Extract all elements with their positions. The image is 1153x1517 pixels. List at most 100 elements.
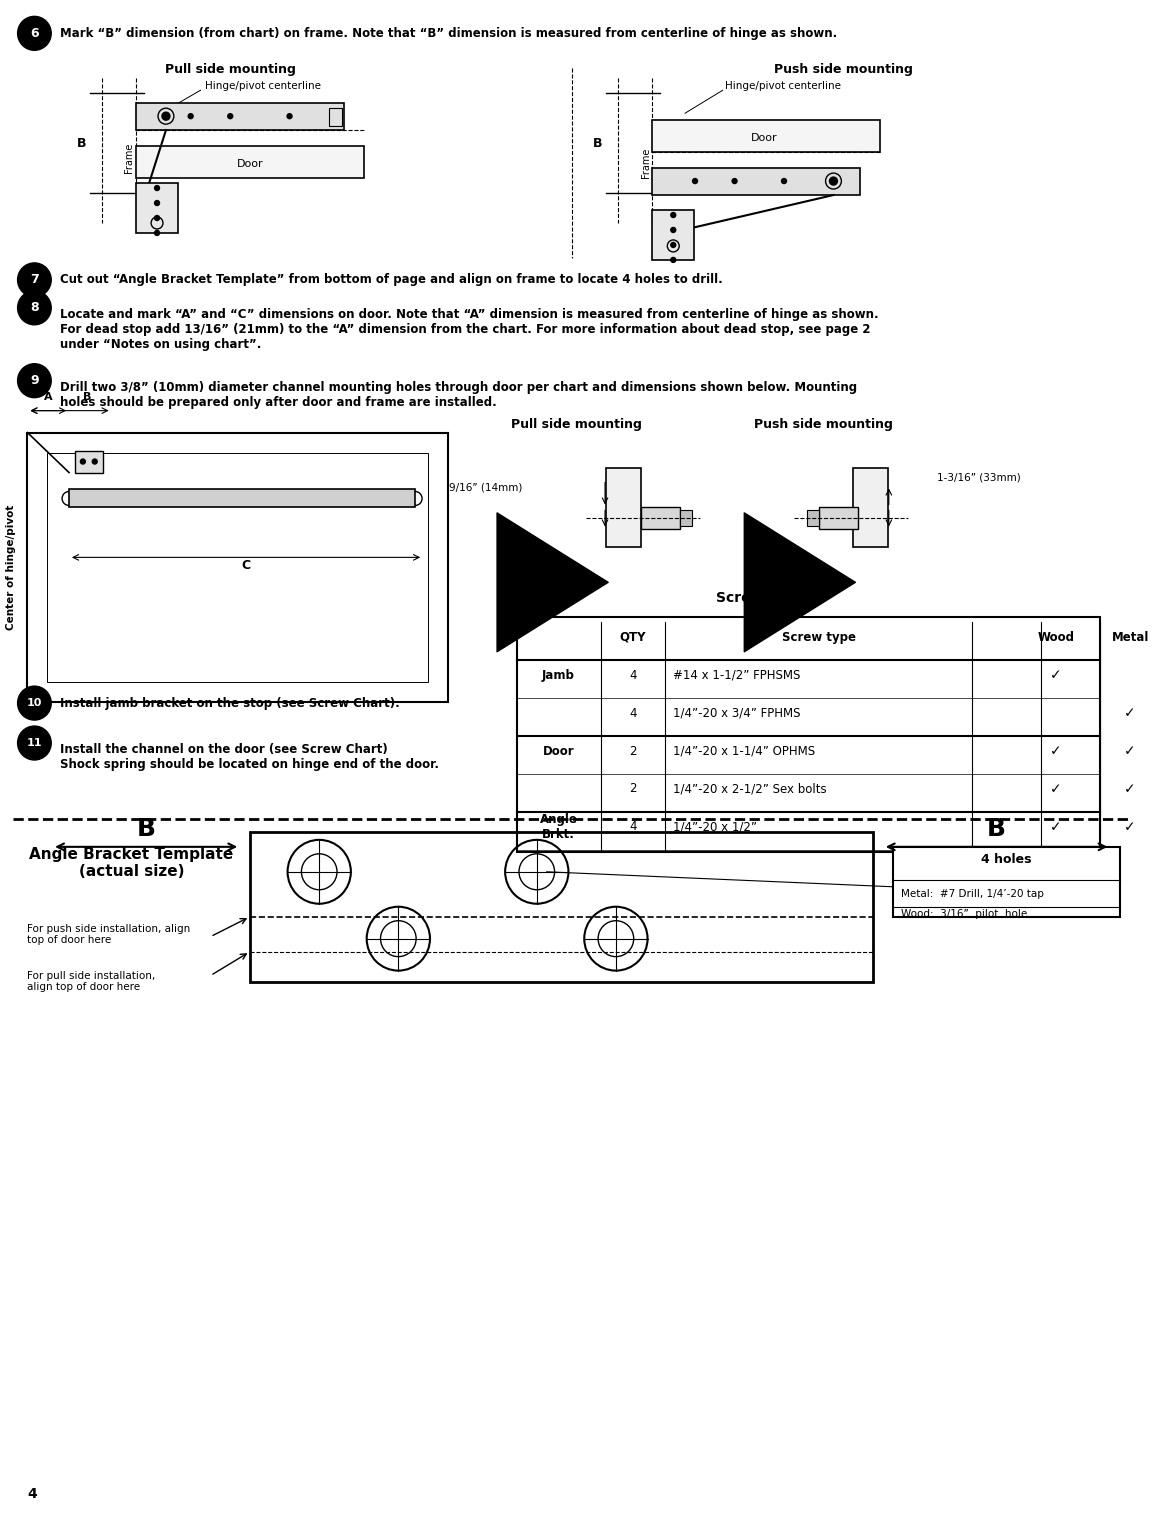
Text: B: B	[137, 816, 156, 840]
Text: Hinge/pivot centerline: Hinge/pivot centerline	[205, 82, 322, 91]
Text: Door: Door	[236, 159, 263, 168]
Circle shape	[671, 258, 676, 262]
Text: Install the channel on the door (see Screw Chart)
Shock spring should be located: Install the channel on the door (see Scr…	[60, 743, 439, 771]
Text: 7: 7	[30, 273, 39, 287]
Text: ✓: ✓	[1124, 705, 1136, 721]
Text: Door
opens: Door opens	[782, 566, 816, 589]
Circle shape	[155, 231, 159, 235]
Text: Wood: Wood	[1038, 631, 1075, 643]
Circle shape	[155, 215, 159, 220]
Circle shape	[81, 460, 85, 464]
Circle shape	[17, 364, 51, 397]
Bar	[653, 209, 694, 259]
Text: Wood:  3/16”  pilot  hole: Wood: 3/16” pilot hole	[900, 909, 1027, 919]
Text: 6: 6	[30, 27, 39, 39]
Bar	[653, 120, 880, 152]
Text: 8: 8	[30, 302, 39, 314]
Bar	[853, 467, 888, 548]
Text: 9/16” (14mm): 9/16” (14mm)	[449, 482, 522, 493]
Text: 9: 9	[30, 375, 39, 387]
Bar	[69, 490, 415, 508]
Text: 4: 4	[628, 707, 636, 719]
Text: Jamb: Jamb	[542, 669, 575, 681]
Text: B: B	[77, 137, 86, 150]
Text: Install jamb bracket on the stop (see Screw Chart).: Install jamb bracket on the stop (see Sc…	[60, 696, 400, 710]
Text: Metal: Metal	[1111, 631, 1148, 643]
Text: ✓: ✓	[1124, 781, 1136, 796]
Text: Drill two 3/8” (10mm) diameter channel mounting holes through door per chart and: Drill two 3/8” (10mm) diameter channel m…	[60, 381, 857, 408]
Text: Frame: Frame	[125, 143, 135, 173]
Bar	[136, 184, 178, 234]
Text: B: B	[987, 816, 1007, 840]
Text: 10: 10	[27, 698, 43, 708]
Circle shape	[693, 179, 698, 184]
Text: ✓: ✓	[1050, 781, 1062, 796]
Text: ✓: ✓	[1050, 743, 1062, 758]
Circle shape	[829, 177, 837, 185]
Circle shape	[155, 200, 159, 205]
Text: Locate and mark “A” and “C” dimensions on door. Note that “A” dimension is measu: Locate and mark “A” and “C” dimensions o…	[60, 308, 879, 350]
Circle shape	[17, 291, 51, 325]
Text: ✓: ✓	[1124, 819, 1136, 834]
Text: Pull side mounting: Pull side mounting	[511, 417, 642, 431]
Bar	[28, 432, 447, 702]
Text: Push side mounting: Push side mounting	[754, 417, 894, 431]
Text: 4: 4	[628, 669, 636, 681]
Text: C: C	[241, 560, 250, 572]
Bar	[606, 467, 641, 548]
Text: Frame: Frame	[641, 147, 650, 179]
Bar	[680, 510, 692, 526]
Bar	[819, 508, 858, 529]
Text: B: B	[594, 137, 603, 150]
Text: 4: 4	[628, 821, 636, 833]
Text: 4 holes: 4 holes	[981, 854, 1032, 866]
Text: Screw type: Screw type	[782, 631, 856, 643]
Text: Cut out “Angle Bracket Template” from bottom of page and align on frame to locat: Cut out “Angle Bracket Template” from bo…	[60, 273, 723, 287]
Circle shape	[228, 114, 233, 118]
Circle shape	[155, 185, 159, 191]
Text: Mark “B” dimension (from chart) on frame. Note that “B” dimension is measured fr: Mark “B” dimension (from chart) on frame…	[60, 27, 837, 39]
Circle shape	[671, 228, 676, 232]
Text: For pull side installation,
align top of door here: For pull side installation, align top of…	[28, 971, 156, 992]
Bar	[136, 103, 344, 130]
Bar	[329, 108, 342, 126]
Bar	[892, 846, 1121, 916]
Text: For push side installation, align
top of door here: For push side installation, align top of…	[28, 924, 190, 945]
Text: B: B	[83, 391, 91, 402]
Text: Screw Chart: Screw Chart	[716, 592, 812, 605]
Circle shape	[671, 243, 676, 247]
Circle shape	[732, 179, 737, 184]
Circle shape	[161, 112, 169, 120]
Text: 1/4”-20 x 3/4” FPHMS: 1/4”-20 x 3/4” FPHMS	[673, 707, 800, 719]
Circle shape	[17, 686, 51, 721]
Bar	[641, 508, 680, 529]
Text: Pull side mounting: Pull side mounting	[165, 64, 295, 76]
Text: ✓: ✓	[1124, 743, 1136, 758]
Text: Angle
Brkt.: Angle Brkt.	[540, 813, 578, 840]
Bar	[136, 146, 363, 177]
Text: Center of hinge/pivot: Center of hinge/pivot	[6, 505, 16, 630]
Text: 1/4”-20 x 1/2”: 1/4”-20 x 1/2”	[673, 821, 758, 833]
Text: Door: Door	[751, 133, 777, 143]
Text: ✓: ✓	[1050, 819, 1062, 834]
Text: 2: 2	[628, 783, 636, 795]
Circle shape	[17, 17, 51, 50]
Text: Door
opens: Door opens	[534, 566, 570, 589]
Text: Angle Bracket Template
(actual size): Angle Bracket Template (actual size)	[29, 846, 233, 880]
Text: Door: Door	[543, 745, 574, 757]
Bar	[75, 451, 103, 472]
Circle shape	[92, 460, 97, 464]
Text: 11: 11	[27, 739, 43, 748]
Text: 1/4”-20 x 2-1/2” Sex bolts: 1/4”-20 x 2-1/2” Sex bolts	[673, 783, 827, 795]
Bar	[517, 617, 1100, 853]
Bar	[653, 168, 860, 196]
Text: #14 x 1-1/2” FPHSMS: #14 x 1-1/2” FPHSMS	[673, 669, 800, 681]
Text: Hinge/pivot centerline: Hinge/pivot centerline	[725, 82, 841, 91]
Text: 1-3/16” (33mm): 1-3/16” (33mm)	[937, 472, 1022, 482]
Bar	[250, 831, 873, 981]
Text: 2: 2	[628, 745, 636, 757]
Text: A: A	[44, 391, 53, 402]
Text: 4: 4	[28, 1487, 37, 1500]
Circle shape	[17, 727, 51, 760]
Text: Metal:  #7 Drill, 1/4’-20 tap: Metal: #7 Drill, 1/4’-20 tap	[900, 889, 1043, 898]
